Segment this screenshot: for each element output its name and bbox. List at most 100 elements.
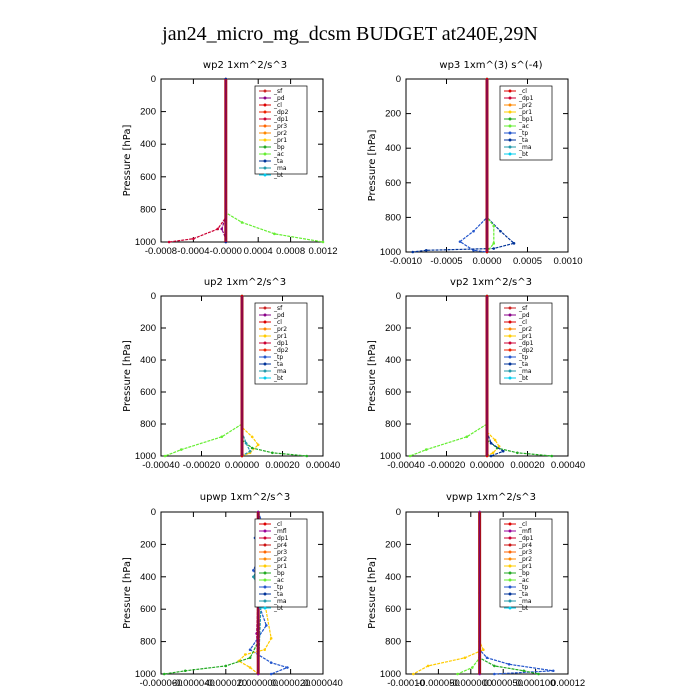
legend-label: _dp2 xyxy=(273,347,289,354)
legend-marker xyxy=(263,348,267,352)
legend-marker xyxy=(263,536,267,540)
y-tick-label: 600 xyxy=(140,604,156,615)
legend-marker xyxy=(263,362,267,366)
legend-marker xyxy=(508,348,512,352)
series-point xyxy=(192,237,195,241)
x-tick-label: 0.00000 xyxy=(225,460,259,471)
legend-label: _tp xyxy=(273,584,283,591)
legend-label: _ma xyxy=(273,598,287,605)
y-tick-label: 200 xyxy=(140,323,156,334)
series-point xyxy=(243,653,247,656)
x-tick-label: -0.00010 xyxy=(387,678,425,689)
legend-marker xyxy=(508,529,512,533)
legend-label: _ac xyxy=(518,577,529,584)
series-point xyxy=(537,672,540,676)
series-point xyxy=(216,227,219,231)
y-tick-label: 600 xyxy=(140,172,156,183)
y-tick-label: 200 xyxy=(385,539,401,550)
panel-6: vpwp 1xm^2/s^3 Pressure [hPa] 0 200 400 600 80… xyxy=(367,492,585,689)
legend-label: _pr4 xyxy=(518,542,532,549)
legend-marker xyxy=(263,550,267,554)
legend-marker xyxy=(263,159,267,163)
series-point xyxy=(412,672,415,676)
x-tick-label: -0.00020 xyxy=(428,460,466,471)
series-point xyxy=(499,229,502,233)
series-point xyxy=(224,664,228,668)
legend-marker xyxy=(263,103,267,107)
legend-label: _bp xyxy=(273,144,285,151)
series-point xyxy=(269,672,273,676)
legend-marker xyxy=(263,138,267,142)
x-tick-label: 0.0010 xyxy=(553,256,582,267)
legend-marker xyxy=(508,376,512,380)
legend-marker xyxy=(508,355,512,359)
legend-marker xyxy=(263,369,267,373)
series-point xyxy=(493,672,496,676)
y-tick-label: 0 xyxy=(151,74,156,85)
legend-label: _pr2 xyxy=(518,556,532,563)
y-tick-label: 0 xyxy=(396,74,401,85)
legend-label: _ma xyxy=(273,368,287,375)
legend-label: _pr2 xyxy=(518,326,532,333)
y-tick-label: 800 xyxy=(385,419,401,430)
x-tick-label: -0.0005 xyxy=(430,256,462,267)
legend-marker xyxy=(508,362,512,366)
y-tick-label: 0 xyxy=(151,507,156,518)
legend-marker xyxy=(263,152,267,156)
legend-marker xyxy=(263,145,267,149)
legend-marker xyxy=(508,543,512,547)
legend-label: _tp xyxy=(518,354,528,361)
legend-marker xyxy=(263,313,267,317)
legend-marker xyxy=(263,355,267,359)
legend-label: _pr2 xyxy=(273,130,287,137)
legend-label: _bt xyxy=(518,151,529,158)
panels-group: wp2 1xm^2/s^3 Pressure [hPa] 0 200 400 600 800… xyxy=(122,60,585,689)
legend-marker xyxy=(263,320,267,324)
series-point xyxy=(252,569,255,572)
x-tick-label: -0.0004 xyxy=(177,246,209,257)
y-tick-label: 400 xyxy=(385,572,401,583)
legend-marker xyxy=(508,585,512,589)
series-line-ac xyxy=(457,512,481,675)
legend-label: _dp1 xyxy=(518,535,534,542)
y-tick-label: 1000 xyxy=(380,451,401,462)
series-point xyxy=(286,666,289,669)
series-point xyxy=(492,224,496,228)
y-tick-label: 0 xyxy=(396,507,401,518)
y-tick-label: 0 xyxy=(396,291,401,302)
legend-label: _dp2 xyxy=(273,109,289,116)
legend-marker xyxy=(508,117,512,121)
x-tick-label: 0.000100 xyxy=(516,678,556,689)
legend-label: _dp1 xyxy=(273,340,289,347)
y-tick-label: 1000 xyxy=(135,669,156,680)
legend-label: _sf xyxy=(518,305,528,312)
panel-2: wp3 1xm^(3) s^(-4) Pressure [hPa] 0 200 400 6… xyxy=(367,60,583,267)
panel-3: up2 1xm^2/s^3 Pressure [hPa] 0 200 400 600 800… xyxy=(122,277,340,471)
y-axis-label: Pressure [hPa] xyxy=(122,125,133,197)
legend-marker xyxy=(508,103,512,107)
legend-label: _ma xyxy=(273,165,287,172)
series-line-dp1 xyxy=(169,79,227,243)
legend-label: _cl xyxy=(518,521,527,528)
legend-marker xyxy=(508,89,512,93)
y-tick-label: 400 xyxy=(385,355,401,366)
series-point xyxy=(250,446,254,450)
legend-label: _dp1 xyxy=(518,340,534,347)
legend-label: _bt xyxy=(273,375,284,382)
series-point xyxy=(492,247,496,250)
y-tick-label: 1000 xyxy=(380,669,401,680)
y-axis-label: Pressure [hPa] xyxy=(367,557,378,629)
legend-marker xyxy=(263,131,267,135)
x-tick-label: -0.0010 xyxy=(390,256,422,267)
x-tick-label: 0.00040 xyxy=(551,460,585,471)
legend-marker xyxy=(263,173,267,177)
legend-marker xyxy=(508,131,512,135)
panel-title: up2 1xm^2/s^3 xyxy=(204,277,286,288)
series-point xyxy=(516,451,519,455)
legend-marker xyxy=(263,557,267,561)
y-tick-label: 1000 xyxy=(135,237,156,248)
legend-marker xyxy=(508,369,512,373)
series-point xyxy=(305,454,309,458)
legend-box xyxy=(254,518,308,608)
legend-marker xyxy=(263,599,267,603)
